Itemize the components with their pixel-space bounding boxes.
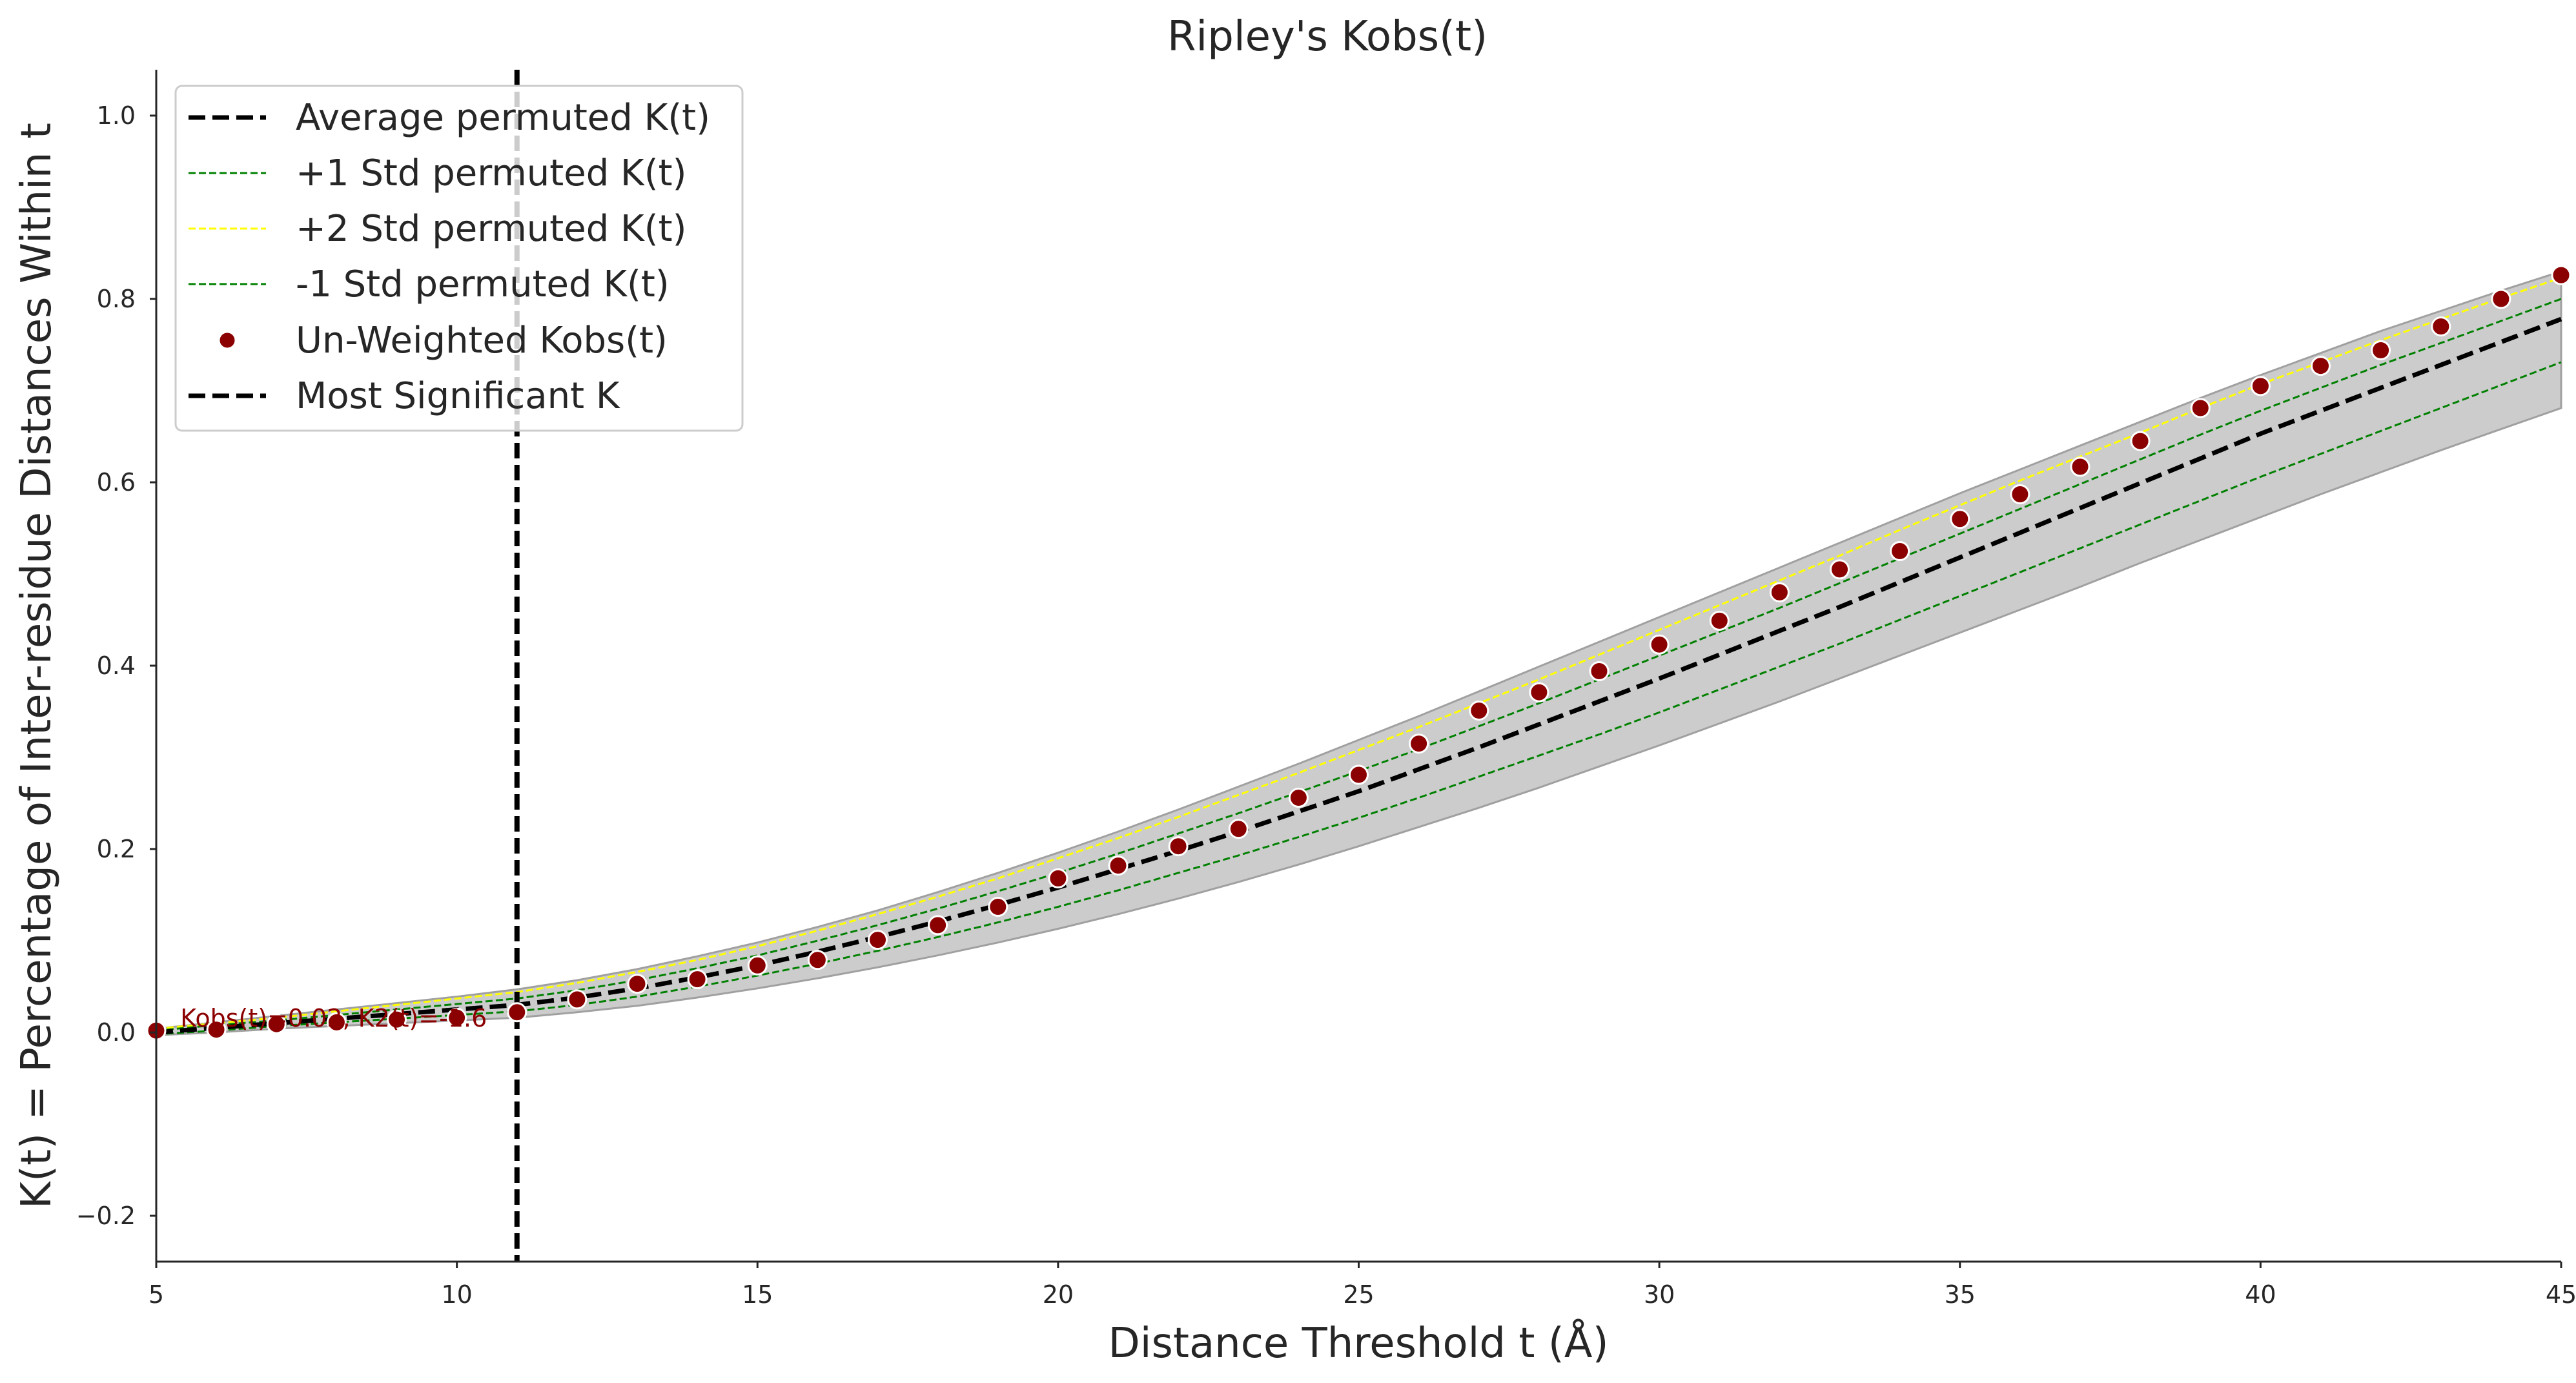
kobs-point [447, 1007, 467, 1028]
legend: Average permuted K(t) +1 Std permuted K(… [174, 85, 744, 432]
annotation-label: Kobs(t)=0.02, K2(t)=-1.6 [180, 1004, 487, 1032]
legend-swatch-kobs [218, 331, 237, 350]
plot-area: Kobs(t)=0.02, K2(t)=-1.6 [146, 70, 2571, 1262]
kobs-point [807, 950, 828, 970]
y-tick-label: 0.0 [97, 1018, 136, 1047]
kobs-point [2371, 340, 2391, 360]
kobs-point [206, 1019, 227, 1040]
kobs-point [1529, 682, 1549, 702]
kobs-point [2491, 289, 2511, 309]
series-line-average [156, 316, 2562, 1035]
kobs-point [868, 930, 888, 950]
kobs-point [1589, 661, 1610, 681]
x-tick-label: 15 [742, 1280, 773, 1309]
std-band [155, 270, 2562, 1036]
y-tick-label: 1.0 [97, 101, 136, 130]
legend-label-average: Average permuted K(t) [296, 97, 710, 139]
kobs-point [1288, 788, 1309, 808]
y-ticks: −0.2 0.0 0.2 0.4 0.6 0.8 1.0 [76, 101, 156, 1230]
x-tick-label: 45 [2546, 1280, 2576, 1309]
y-tick-label: −0.2 [76, 1202, 136, 1230]
y-tick-label: 0.8 [97, 285, 136, 313]
kobs-point [1769, 582, 1790, 602]
kobs-point [2431, 316, 2451, 337]
kobs-point [1349, 764, 1369, 785]
x-tick-label: 25 [1343, 1280, 1374, 1309]
kobs-point [2010, 484, 2030, 504]
kobs-point [1709, 610, 1730, 631]
kobs-point [1950, 509, 1970, 529]
x-tick-label: 20 [1043, 1280, 1074, 1309]
kobs-point [1409, 733, 1429, 754]
kobs-point [326, 1012, 347, 1032]
kobs-point [567, 989, 588, 1010]
kobs-point [1048, 868, 1068, 888]
series-line-minus1-std [156, 361, 2562, 1036]
x-axis-label: Distance Threshold t (Å) [1108, 1318, 1608, 1368]
legend-box [174, 85, 744, 432]
kobs-point [387, 1009, 407, 1030]
x-tick-label: 30 [1644, 1280, 1675, 1309]
y-axis-label: K(t) = Percentage of Inter-residue Dista… [13, 123, 61, 1209]
y-tick-label: 0.4 [97, 651, 136, 680]
x-ticks: 5 10 15 20 25 30 35 40 45 [148, 1262, 2576, 1309]
y-tick-label: 0.6 [97, 468, 136, 497]
x-tick-label: 40 [2245, 1280, 2276, 1309]
kobs-point [2130, 431, 2151, 451]
kobs-point [266, 1014, 287, 1034]
kobs-point [687, 969, 708, 990]
kobs-point [2070, 456, 2090, 477]
kobs-point [507, 1002, 527, 1023]
kobs-point [1228, 819, 1249, 839]
legend-label-plus2-std: +2 Std permuted K(t) [296, 208, 686, 250]
series-line-plus2-std [156, 276, 2562, 1030]
legend-label-kobs: Un-Weighted Kobs(t) [296, 320, 668, 362]
kobs-point [1890, 541, 1910, 561]
kobs-point [2311, 356, 2331, 376]
kobs-point [988, 897, 1008, 917]
kobs-point [1649, 634, 1670, 655]
x-tick-label: 35 [1945, 1280, 1976, 1309]
legend-label-most-significant: Most Significant K [296, 375, 620, 417]
kobs-point [2250, 376, 2271, 396]
kobs-point [1830, 559, 1850, 580]
legend-label-minus1-std: -1 Std permuted K(t) [296, 263, 670, 305]
kobs-point [1469, 701, 1489, 721]
kobs-point [1108, 855, 1129, 876]
chart-title: Ripley's Kobs(t) [1167, 13, 1487, 61]
kobs-point [627, 974, 648, 994]
kobs-point [2190, 398, 2211, 418]
y-tick-label: 0.2 [97, 835, 136, 863]
kobs-point [747, 955, 768, 976]
x-tick-label: 5 [148, 1280, 164, 1309]
kobs-points [146, 265, 2571, 1041]
x-tick-label: 10 [441, 1280, 472, 1309]
legend-label-plus1-std: +1 Std permuted K(t) [296, 152, 686, 194]
kobs-point [928, 915, 948, 936]
kobs-point [1168, 836, 1189, 857]
axes: 5 10 15 20 25 30 35 40 45 −0.2 0.0 0.2 0.4 0.6 0.8 1.0 [76, 70, 2576, 1309]
kobs-point [2551, 265, 2571, 285]
